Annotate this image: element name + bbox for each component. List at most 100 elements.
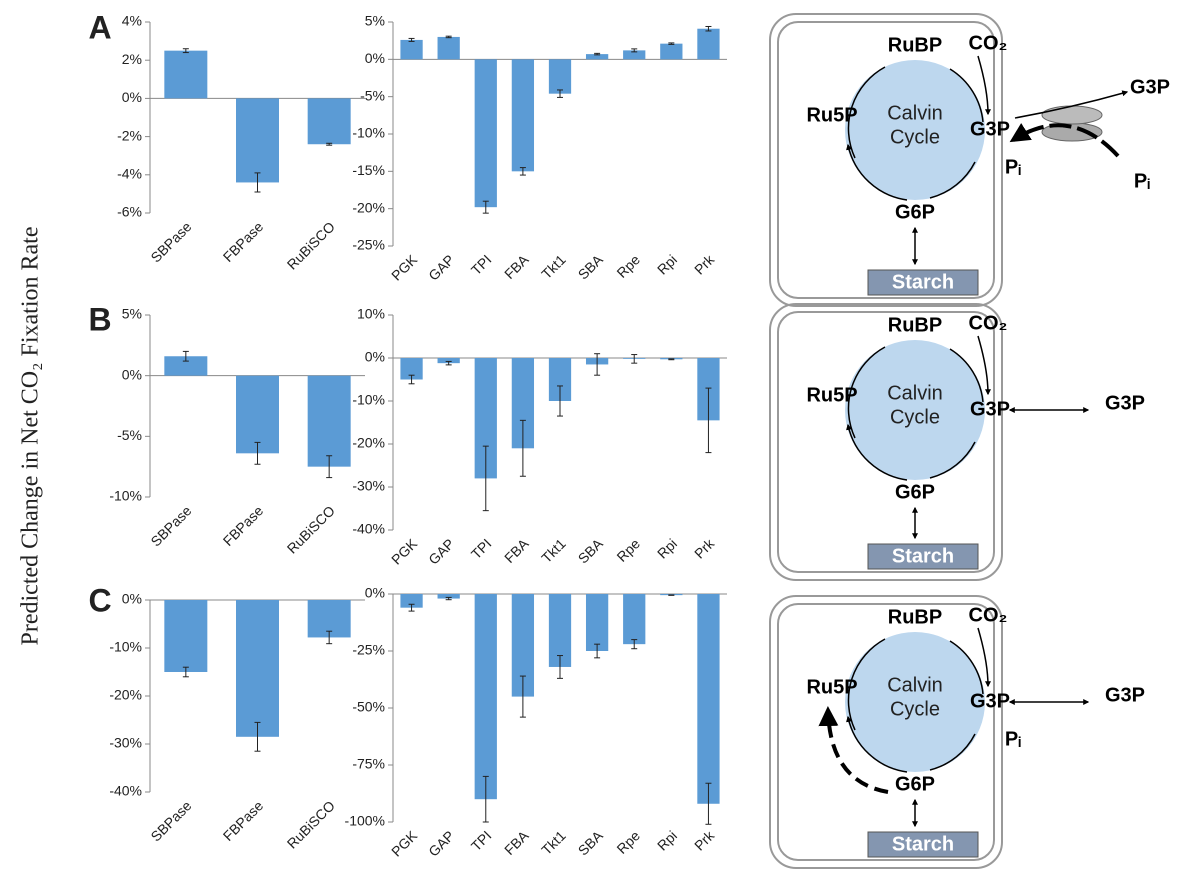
x-tick-label: GAP	[425, 827, 457, 859]
transporter	[1042, 106, 1102, 124]
y-tick-label: 2%	[122, 51, 142, 67]
x-tick-label: Prk	[691, 827, 718, 854]
diagram-label: CO₂	[969, 604, 1008, 626]
diagram-label: G3P	[970, 118, 1010, 140]
x-tick-label: PGK	[388, 251, 421, 284]
diagram-label: Starch	[892, 271, 954, 293]
y-tick-label: -20%	[109, 687, 142, 703]
x-tick-label: RuBiSCO	[284, 502, 338, 556]
diagram-label: G6P	[895, 481, 935, 503]
y-tick-label: 0%	[365, 50, 385, 66]
diagram-label: Calvin	[887, 382, 943, 404]
bar	[308, 98, 351, 144]
y-tick-label: -30%	[109, 735, 142, 751]
error-bar	[668, 359, 674, 360]
bar	[586, 594, 608, 651]
y-tick-label: -15%	[352, 162, 385, 178]
x-tick-label: SBPase	[147, 797, 194, 844]
x-tick-label: Tkt1	[538, 251, 569, 282]
x-tick-label: FBPase	[220, 218, 267, 265]
x-tick-label: Tkt1	[538, 535, 569, 566]
y-tick-label: -40%	[352, 521, 385, 537]
diagram-label: CO₂	[969, 312, 1008, 334]
diagram-label: CO₂	[969, 32, 1008, 54]
bar	[236, 98, 279, 182]
bar	[512, 59, 534, 171]
bar	[475, 594, 497, 799]
x-tick-label: SBPase	[147, 502, 194, 549]
x-tick-label: SBPase	[147, 218, 194, 265]
y-tick-label: 5%	[122, 306, 142, 322]
x-tick-label: Rpi	[654, 251, 680, 277]
y-tick-label: -50%	[352, 699, 385, 715]
x-tick-label: RuBiSCO	[284, 218, 338, 272]
y-tick-label: -10%	[109, 639, 142, 655]
x-tick-label: Rpi	[654, 535, 680, 561]
x-tick-label: PGK	[388, 535, 421, 568]
diagram-label: G3P	[1130, 76, 1170, 98]
y-tick-label: -10%	[352, 125, 385, 141]
panel-letter: C	[88, 582, 111, 618]
bar	[236, 600, 279, 737]
y-tick-label: -5%	[360, 87, 385, 103]
diagram-label: Cycle	[890, 406, 940, 428]
diagram-label: RuBP	[888, 314, 942, 336]
y-tick-label: -20%	[352, 199, 385, 215]
x-tick-label: TPI	[468, 827, 495, 854]
y-tick-label: 4%	[122, 13, 142, 29]
y-tick-label: -10%	[109, 488, 142, 504]
diagram-label: Calvin	[887, 674, 943, 696]
diagram-label: Pᵢ	[1005, 728, 1021, 750]
diagram-label: Ru5P	[806, 104, 857, 126]
diagram-label: G6P	[895, 773, 935, 795]
x-tick-label: Rpe	[613, 251, 643, 281]
x-tick-label: TPI	[468, 251, 495, 278]
y-tick-label: -4%	[117, 166, 142, 182]
y-tick-label: -5%	[117, 427, 142, 443]
diagram-label: RuBP	[888, 34, 942, 56]
x-tick-label: Prk	[691, 251, 718, 278]
diagram-label: G3P	[1105, 684, 1145, 706]
x-tick-label: Prk	[691, 535, 718, 562]
x-tick-label: GAP	[425, 251, 457, 283]
bar	[475, 59, 497, 207]
diagram-label: G6P	[895, 201, 935, 223]
bar	[697, 29, 719, 60]
x-tick-label: SBA	[575, 827, 607, 859]
diagram-label: RuBP	[888, 606, 942, 628]
x-tick-label: FBA	[501, 827, 532, 858]
y-tick-label: -30%	[352, 478, 385, 494]
x-tick-label: Tkt1	[538, 827, 569, 858]
bar	[438, 37, 460, 59]
x-tick-label: RuBiSCO	[284, 797, 338, 851]
diagram-label: Cycle	[890, 698, 940, 720]
diagram-label: Pᵢ	[1005, 156, 1021, 178]
y-tick-label: -25%	[352, 642, 385, 658]
bar	[660, 44, 682, 60]
y-axis-label: Predicted Change in Net CO₂ Fixation Rat…	[18, 227, 44, 646]
x-tick-label: Rpe	[613, 827, 643, 857]
x-tick-label: FBPase	[220, 797, 267, 844]
y-tick-label: 0%	[122, 591, 142, 607]
y-tick-label: 0%	[122, 366, 142, 382]
bar	[164, 600, 207, 672]
y-tick-label: -100%	[345, 813, 385, 829]
x-tick-label: GAP	[425, 535, 457, 567]
diagram-label: Cycle	[890, 126, 940, 148]
x-tick-label: SBA	[575, 535, 607, 567]
y-tick-label: -40%	[109, 783, 142, 799]
y-tick-label: 0%	[365, 349, 385, 365]
y-tick-label: 5%	[365, 13, 385, 29]
y-tick-label: 0%	[122, 89, 142, 105]
y-tick-label: -25%	[352, 237, 385, 253]
x-tick-label: FBPase	[220, 502, 267, 549]
x-tick-label: SBA	[575, 251, 607, 283]
diagram-label: G3P	[970, 690, 1010, 712]
x-tick-label: TPI	[468, 535, 495, 562]
bar	[623, 594, 645, 644]
diagram-label: Ru5P	[806, 384, 857, 406]
x-tick-label: PGK	[388, 827, 421, 860]
